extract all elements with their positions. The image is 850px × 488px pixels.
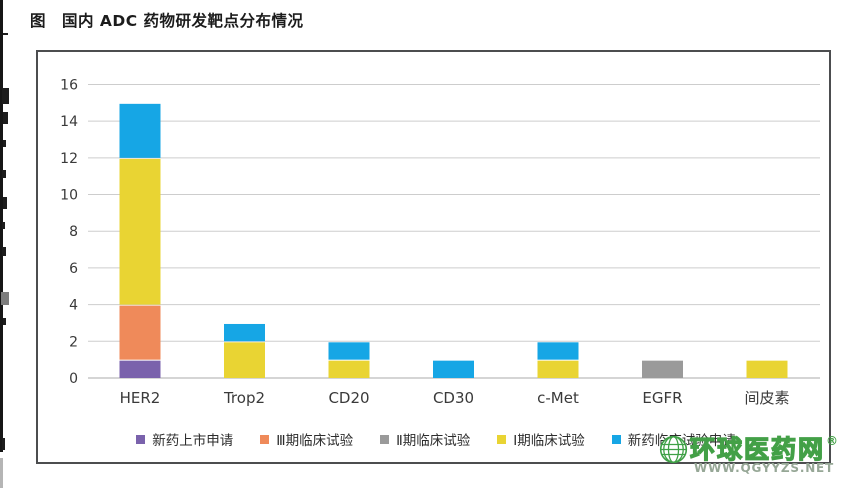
page-edge-artifact	[2, 222, 5, 229]
y-tick-label: 16	[60, 77, 78, 93]
legend-item: Ⅱ期临床试验	[380, 429, 470, 449]
y-tick-label: 10	[60, 188, 78, 204]
y-tick-label: 0	[69, 371, 78, 387]
x-category-label: CD20	[328, 389, 369, 407]
legend-label: 新药上市申请	[152, 433, 234, 449]
legend-swatch	[611, 435, 621, 444]
page-edge-artifact	[3, 33, 8, 35]
bar-segment	[224, 323, 265, 342]
page-edge-artifact	[2, 170, 6, 178]
watermark-site-url: WWW.QGYYZS.NET	[694, 461, 835, 475]
page-edge-artifact	[3, 140, 6, 147]
legend-swatch	[136, 435, 146, 444]
bar-segment	[119, 360, 161, 378]
legend-item: Ⅲ期临床试验	[260, 429, 353, 449]
bar-segment	[119, 158, 161, 305]
page-edge-artifact	[1, 292, 9, 305]
watermark-site-name: 环球医药网	[689, 435, 826, 464]
bar-segment	[642, 360, 683, 378]
bar-segment	[328, 360, 370, 378]
chart-frame	[36, 50, 831, 464]
figure-title: 图 国内 ADC 药物研发靶点分布情况	[30, 12, 304, 30]
registered-trademark-icon: ®	[826, 433, 839, 448]
site-watermark: 环球医药网 ® WWW.QGYYZS.NET	[659, 433, 839, 475]
x-category-label: HER2	[120, 389, 161, 407]
legend-swatch	[380, 435, 390, 444]
bar-segment	[224, 342, 265, 378]
bar-segment	[119, 103, 161, 158]
legend-swatch	[260, 435, 270, 444]
y-tick-label: 14	[60, 114, 78, 130]
y-tick-label: 6	[69, 261, 78, 277]
x-category-label: EGFR	[642, 389, 682, 407]
bar-segment	[328, 342, 370, 360]
page-edge-artifact	[3, 112, 8, 124]
bar-segment	[433, 360, 474, 378]
legend-label: Ⅰ期临床试验	[513, 433, 585, 449]
y-tick-label: 8	[69, 224, 78, 240]
legend-item: 新药上市申请	[136, 429, 233, 449]
page-edge-artifact	[2, 247, 6, 256]
legend-item: Ⅰ期临床试验	[497, 429, 585, 449]
bar-segment	[746, 360, 788, 378]
x-category-label: CD30	[433, 389, 474, 407]
page-edge-artifact	[0, 458, 3, 488]
legend-label: Ⅲ期临床试验	[276, 433, 354, 449]
page-edge-artifact	[2, 438, 5, 450]
page-edge-artifact	[3, 318, 6, 325]
bar-segment	[537, 360, 579, 378]
y-tick-label: 12	[60, 151, 78, 167]
x-category-label: 间皮素	[744, 389, 789, 407]
legend-label: Ⅱ期临床试验	[396, 433, 471, 449]
page-edge-artifact	[3, 197, 7, 209]
legend-swatch	[497, 435, 507, 444]
page-edge-artifact	[2, 88, 9, 104]
page-edge-artifact	[0, 0, 3, 452]
y-tick-label: 4	[69, 298, 78, 314]
bar-segment	[119, 305, 161, 360]
y-tick-label: 2	[69, 334, 78, 350]
globe-icon	[659, 435, 688, 464]
bar-segment	[537, 342, 579, 360]
x-category-label: c-Met	[537, 389, 579, 407]
x-category-label: Trop2	[223, 389, 265, 407]
